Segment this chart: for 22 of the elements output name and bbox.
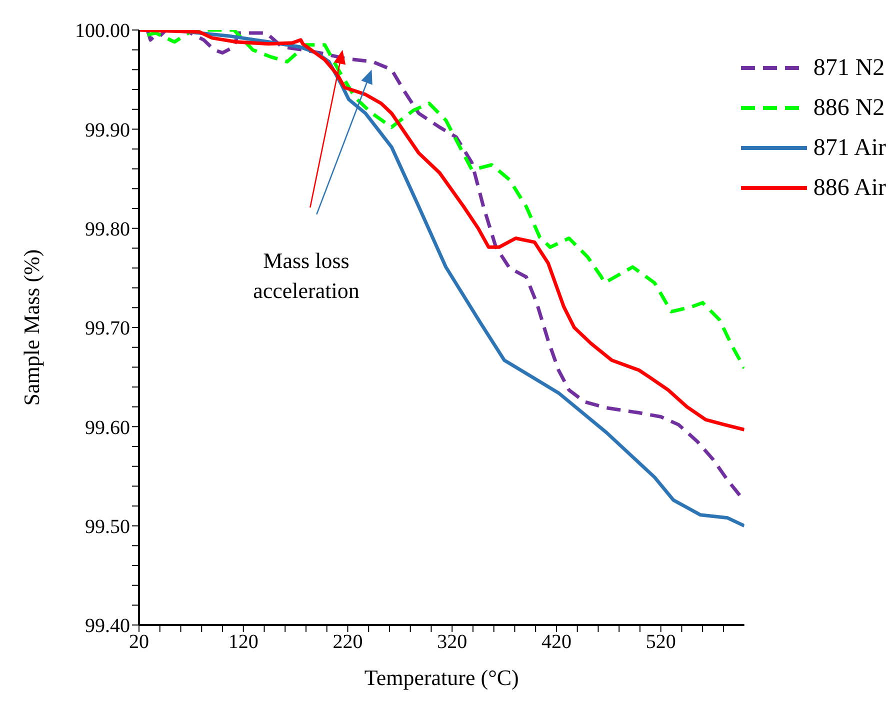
x-tick-label: 220: [332, 631, 363, 654]
y-axis-title: Sample Mass (%): [18, 249, 44, 406]
x-tick-label: 420: [541, 631, 572, 654]
legend-label: 871 N2: [813, 54, 885, 82]
legend-label: 886 N2: [813, 94, 885, 122]
y-tick-label: 100.00: [75, 20, 130, 42]
line-series: [146, 30, 744, 370]
y-tick-label: 99.50: [85, 516, 130, 538]
x-axis-title: Temperature (°C): [364, 665, 519, 690]
x-tick-label: 520: [646, 631, 676, 654]
annotation: Mass loss acceleration: [252, 247, 360, 306]
y-tick-label: 99.90: [85, 119, 130, 142]
line-series: [139, 30, 744, 432]
legend-label: 886 Air: [813, 174, 886, 202]
y-tick-label: 99.70: [85, 318, 130, 340]
y-tick-label: 99.80: [85, 218, 130, 240]
x-tick-label: 20: [129, 631, 149, 654]
legend-label: 871 Air: [813, 134, 886, 162]
y-tick-label: 99.60: [85, 416, 130, 439]
y-tick-label: 99.40: [85, 615, 130, 638]
x-tick-label: 120: [228, 631, 258, 654]
x-tick-label: 320: [437, 631, 468, 654]
